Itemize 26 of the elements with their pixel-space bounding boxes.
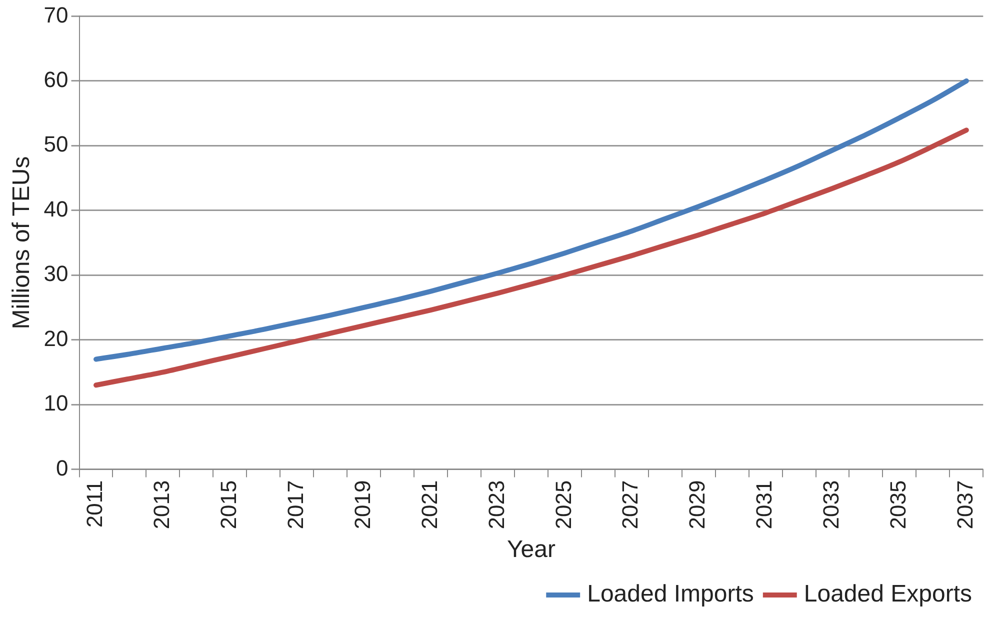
- y-tick-label: 50: [44, 132, 68, 157]
- y-tick-label: 10: [44, 390, 68, 416]
- y-tick-label: 60: [44, 66, 68, 92]
- legend-label: Loaded Imports: [587, 580, 754, 608]
- x-tick-label: 2017: [282, 480, 308, 530]
- y-tick-label: 0: [56, 455, 68, 480]
- x-tick-label: 2031: [752, 480, 777, 530]
- legend-label: Loaded Exports: [804, 580, 972, 608]
- x-tick-label: 2033: [818, 480, 844, 530]
- y-tick-label: 70: [44, 2, 68, 28]
- x-tick-label: 2019: [350, 480, 375, 530]
- x-tick-label: 2025: [550, 480, 576, 530]
- y-tick-label: 40: [44, 196, 68, 222]
- x-tick-label: 2023: [484, 480, 509, 530]
- x-tick-label: 2037: [952, 480, 978, 530]
- x-tick-label: 2027: [618, 480, 643, 530]
- y-axis-title: Millions of TEUs: [8, 156, 36, 330]
- x-tick-label: 2035: [886, 480, 911, 530]
- x-tick-label: 2011: [82, 480, 108, 528]
- x-tick-label: 2021: [416, 480, 442, 530]
- x-tick-label: 2013: [149, 480, 174, 530]
- x-axis-title: Year: [506, 536, 556, 564]
- y-tick-label: 30: [44, 261, 68, 286]
- y-tick-label: 20: [44, 326, 68, 351]
- x-tick-label: 2015: [216, 480, 241, 530]
- x-tick-label: 2029: [684, 480, 710, 530]
